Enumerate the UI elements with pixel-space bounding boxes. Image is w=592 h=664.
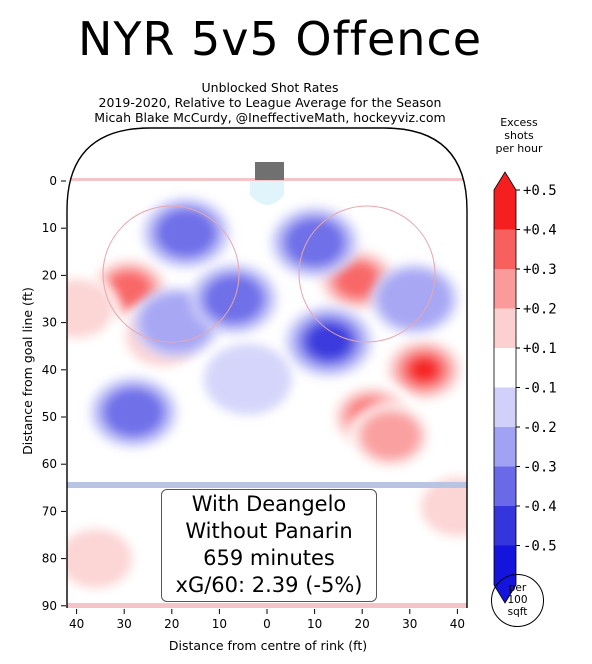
hotspot-8 [67, 522, 140, 595]
hotspot-11 [89, 376, 178, 448]
info-line-4: xG/60: 2.39 (-5%) [175, 573, 363, 597]
hotspot-7 [413, 470, 467, 543]
x-axis: 40 30 20 10 0 10 20 30 40 [69, 609, 465, 631]
colorbar-segment [494, 348, 516, 388]
x-tick-label: 40 [69, 617, 84, 631]
x-tick-label: 20 [164, 617, 179, 631]
hotspot-level [285, 218, 344, 267]
chart-subtitle-3: Micah Blake McCurdy, @IneffectiveMath, h… [94, 110, 446, 125]
x-tick-label: 20 [355, 617, 370, 631]
y-tick-label: 40 [42, 363, 57, 377]
info-line-2: Without Panarin [185, 519, 353, 543]
y-tick-label: 70 [42, 504, 57, 518]
colorbar-title-line1: Excess [500, 116, 538, 129]
goal-crease [250, 181, 284, 205]
hotspot-level [67, 278, 114, 339]
hotspot-level [306, 323, 351, 360]
colorbar-arrow-top [494, 172, 516, 190]
y-tick-label: 50 [42, 410, 57, 424]
faceoff-circle-left [102, 205, 240, 343]
x-tick-label: 30 [117, 617, 132, 631]
colorbar-label: +0.5 [523, 183, 557, 199]
hotspot-13 [141, 197, 231, 269]
hotspot-4 [346, 400, 435, 472]
hotspot-16 [203, 343, 293, 415]
colorbar-label: -0.5 [523, 539, 557, 555]
hotspot-level [67, 528, 133, 589]
colorbar-label: +0.2 [523, 302, 557, 318]
y-tick-label: 30 [42, 316, 57, 330]
x-tick-label: 10 [307, 617, 322, 631]
colorbar-label: +0.3 [523, 262, 557, 278]
unit-line-3: sqft [507, 606, 528, 618]
x-tick-label: 40 [450, 617, 465, 631]
hotspot-level [203, 343, 293, 415]
hotspot-level [409, 357, 439, 382]
hotspot-level [361, 412, 421, 460]
colorbar-label: -0.2 [523, 420, 557, 436]
colorbar-segment [494, 466, 516, 506]
colorbar-title-line3: per hour [495, 142, 543, 155]
colorbar-segment [494, 269, 516, 309]
info-line-3: 659 minutes [203, 546, 335, 570]
hotspot-0 [379, 334, 467, 406]
hotspot-level [104, 388, 164, 437]
hotspot-12 [370, 263, 459, 335]
y-tick-label: 90 [42, 599, 57, 613]
colorbar-segment [494, 427, 516, 467]
y-tick-label: 80 [42, 552, 57, 566]
unit-line-1: per [508, 582, 527, 594]
unit-line-2: 100 [507, 594, 528, 606]
hotspot-level [335, 262, 380, 298]
chart-title: NYR 5v5 Offence [77, 12, 483, 66]
colorbar-segment [494, 308, 516, 348]
x-tick-label: 0 [263, 617, 271, 631]
colorbar-label: +0.1 [523, 341, 557, 357]
hotspot-9 [284, 305, 373, 378]
colorbar-label: -0.4 [523, 499, 557, 515]
hotspot-level [156, 209, 216, 257]
y-tick-label: 0 [49, 174, 57, 188]
hotspot-level [204, 275, 264, 323]
hotspot-15 [189, 263, 278, 335]
y-tick-label: 20 [42, 268, 57, 282]
center-line [67, 603, 467, 608]
colorbar-label: -0.1 [523, 381, 557, 397]
chart-subtitle-2: 2019-2020, Relative to League Average fo… [98, 95, 442, 110]
y-tick-label: 60 [42, 457, 57, 471]
x-tick-label: 10 [212, 617, 227, 631]
colorbar-title-line2: shots [504, 129, 534, 142]
heat-layer [67, 178, 467, 608]
rink-boards [66, 127, 468, 608]
y-axis-title: Distance from goal line (ft) [20, 287, 35, 455]
colorbar-segment [494, 506, 516, 546]
x-tick-label: 30 [402, 617, 417, 631]
hotspot-6 [67, 272, 121, 345]
info-box: With Deangelo Without Panarin 659 minute… [161, 489, 377, 602]
colorbar-segment [494, 387, 516, 427]
faceoff-circle-right [298, 205, 436, 343]
colorbar: +0.5 +0.4 +0.3 +0.2 +0.1 -0.1 -0.2 -0.3 -0.4 -0.5 [493, 171, 557, 604]
goal-net [255, 162, 284, 180]
chart-subtitle-1: Unblocked Shot Rates [201, 80, 339, 95]
colorbar-title: Excess shots per hour [488, 116, 550, 155]
hotspot-10 [270, 206, 359, 279]
y-tick-label: 10 [42, 221, 57, 235]
unit-badge: per 100 sqft [491, 574, 544, 627]
colorbar-label: +0.4 [523, 223, 557, 239]
blue-line [67, 482, 467, 488]
colorbar-label: -0.3 [523, 460, 557, 476]
y-axis: 0 10 20 30 40 50 60 70 80 90 [42, 174, 66, 613]
x-axis-title: Distance from centre of rink (ft) [169, 638, 367, 653]
info-line-1: With Deangelo [191, 492, 347, 516]
colorbar-segment [494, 190, 516, 230]
hotspot-level [420, 476, 467, 537]
colorbar-segment [494, 229, 516, 269]
hotspot-level [377, 269, 452, 329]
